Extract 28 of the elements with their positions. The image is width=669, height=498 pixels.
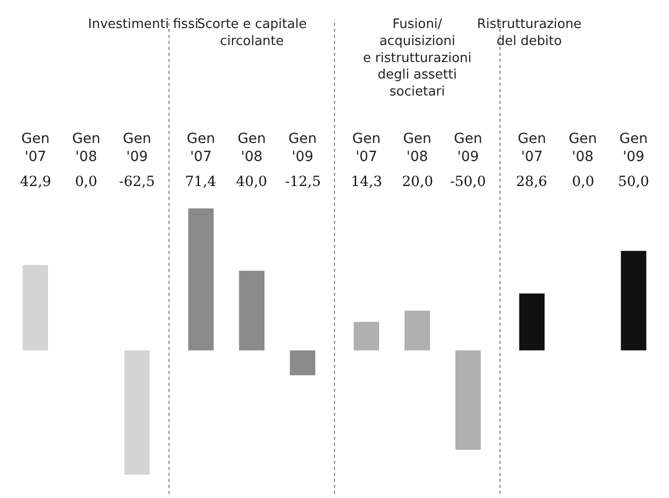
data-label: 0,0 bbox=[572, 174, 594, 190]
x-tick-label: Gen '09 bbox=[454, 131, 482, 166]
data-label: 20,0 bbox=[402, 174, 434, 190]
chart-title: Scorte e capitale circolante bbox=[197, 17, 307, 49]
data-label: 71,4 bbox=[185, 174, 216, 190]
x-tick-label: Gen '08 bbox=[72, 131, 100, 166]
x-tick-label: Gen '09 bbox=[122, 131, 152, 166]
x-tick-label: Gen '07 bbox=[186, 131, 216, 166]
data-label: 14,3 bbox=[351, 174, 382, 190]
x-tick-label: Gen '09 bbox=[288, 131, 317, 166]
data-label: 0,0 bbox=[75, 174, 98, 190]
x-tick-label: Gen '07 bbox=[352, 131, 381, 166]
data-label: 28,6 bbox=[516, 174, 548, 190]
data-label: 40,0 bbox=[236, 174, 268, 190]
data-label: -62,5 bbox=[119, 174, 155, 190]
data-label: -12,5 bbox=[285, 174, 321, 190]
x-tick-label: Gen '08 bbox=[568, 131, 597, 166]
x-tick-label: Gen '07 bbox=[518, 131, 546, 166]
data-label: 42,9 bbox=[20, 174, 52, 190]
chart-title: Investimenti fissi bbox=[88, 17, 198, 32]
data-label: 50,0 bbox=[618, 174, 650, 190]
chart-title: Fusioni/ acquisizioni e ristrutturazioni degli assetti societari bbox=[363, 17, 472, 100]
x-tick-label: Gen '08 bbox=[238, 131, 266, 166]
x-tick-label: Gen '09 bbox=[619, 131, 648, 166]
chart-title: Ristrutturazione del debito bbox=[477, 17, 582, 49]
x-tick-label: Gen '07 bbox=[21, 131, 50, 166]
x-tick-label: Gen '08 bbox=[403, 131, 432, 166]
data-label: -50,0 bbox=[450, 174, 486, 190]
